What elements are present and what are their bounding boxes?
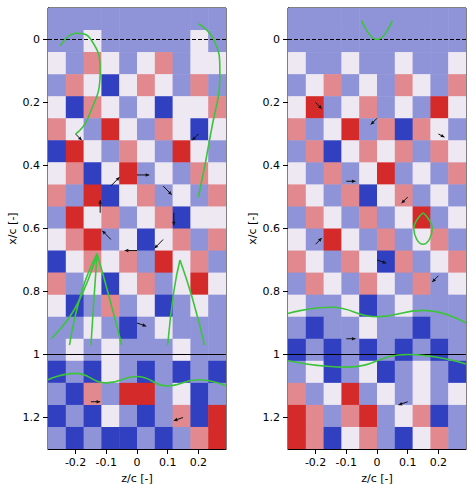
- svg-text:-0.1: -0.1: [336, 456, 357, 469]
- svg-text:0.2: 0.2: [190, 456, 208, 469]
- svg-text:1.2: 1.2: [263, 411, 281, 424]
- svg-text:0: 0: [273, 33, 280, 46]
- svg-text:-0.2: -0.2: [305, 456, 326, 469]
- svg-text:0.8: 0.8: [263, 285, 281, 298]
- svg-text:0.4: 0.4: [23, 159, 41, 172]
- svg-text:z/c [-]: z/c [-]: [361, 472, 393, 485]
- svg-text:0.6: 0.6: [263, 222, 281, 235]
- svg-text:0.1: 0.1: [159, 456, 177, 469]
- svg-text:0.4: 0.4: [263, 159, 281, 172]
- svg-text:0.2: 0.2: [263, 96, 281, 109]
- svg-text:0: 0: [33, 33, 40, 46]
- svg-text:1.2: 1.2: [23, 411, 41, 424]
- svg-text:-0.1: -0.1: [96, 456, 117, 469]
- svg-text:1: 1: [33, 348, 40, 361]
- svg-text:0: 0: [134, 456, 141, 469]
- svg-text:0.1: 0.1: [399, 456, 417, 469]
- svg-text:z/c [-]: z/c [-]: [121, 472, 153, 485]
- svg-text:-0.2: -0.2: [65, 456, 86, 469]
- svg-text:0.6: 0.6: [23, 222, 41, 235]
- svg-text:0.2: 0.2: [430, 456, 448, 469]
- svg-text:x/c [-]: x/c [-]: [246, 212, 259, 244]
- svg-text:0.8: 0.8: [23, 285, 41, 298]
- svg-text:0.2: 0.2: [23, 96, 41, 109]
- svg-text:0: 0: [374, 456, 381, 469]
- svg-text:x/c [-]: x/c [-]: [6, 212, 19, 244]
- svg-text:1: 1: [273, 348, 280, 361]
